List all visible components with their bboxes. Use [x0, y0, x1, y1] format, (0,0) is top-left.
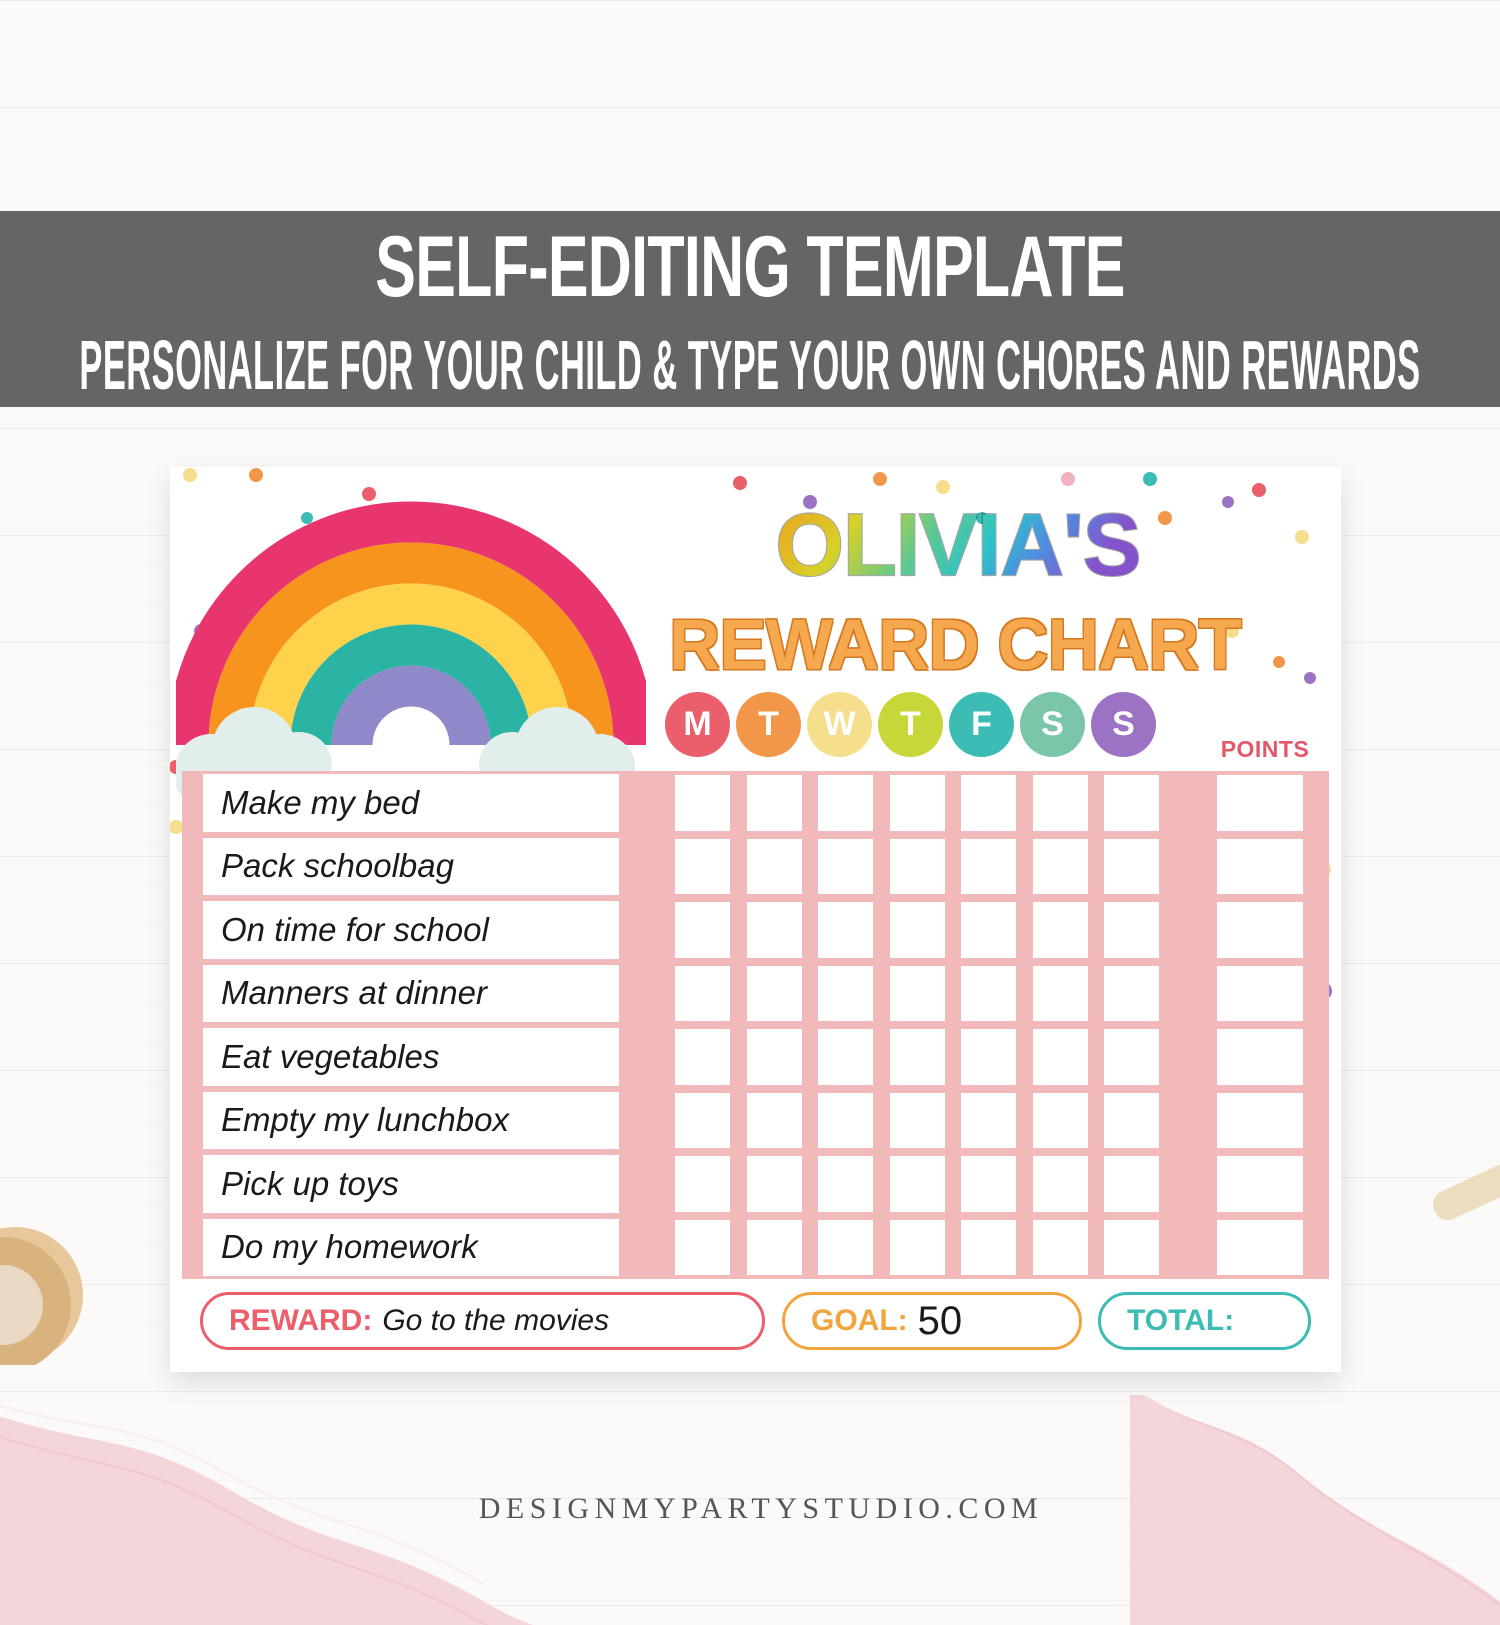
- svg-text:OLIVIA'S: OLIVIA'S: [776, 501, 1141, 594]
